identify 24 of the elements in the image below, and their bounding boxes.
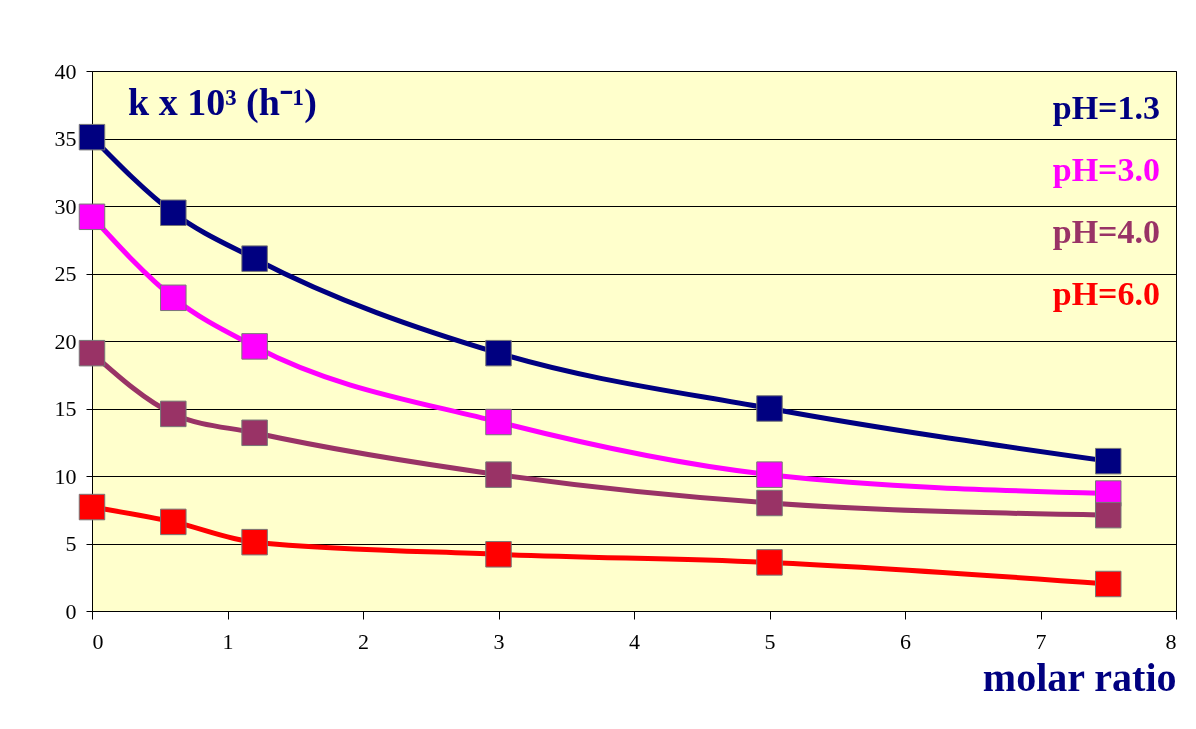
text: pH=1.3 [1052,88,1160,126]
x-axis-title: molar ratio [982,654,1177,700]
x-tick-label: 3 [493,628,505,654]
x-tick-label: 6 [900,628,911,654]
text: pH=4.0 [1052,213,1160,250]
x-tick-label: 8 [1165,628,1177,654]
x-tick-label: 2 [358,628,369,654]
y-tick-label: 30 [54,193,77,219]
x-tick-label: 4 [629,628,640,654]
y-tick-label: 5 [65,531,77,556]
y-tick-label: 35 [54,126,77,151]
x-tick-label: 0 [92,628,104,654]
x-tick-label: 7 [1035,628,1047,654]
y-tick-label: 10 [54,463,77,489]
y-tick-label: 40 [54,58,77,84]
y-tick-label: 15 [54,396,77,421]
y-tick-label: 0 [65,598,77,624]
x-tick-label: 5 [764,628,776,654]
y-axis-title: k x 10³ (h⁻¹) [128,81,317,124]
y-tick-label: 25 [54,261,77,286]
text: pH=6.0 [1052,275,1160,313]
x-tick-label: 1 [222,628,234,654]
text: pH=3.0 [1052,150,1160,188]
y-tick-label: 20 [54,328,77,354]
